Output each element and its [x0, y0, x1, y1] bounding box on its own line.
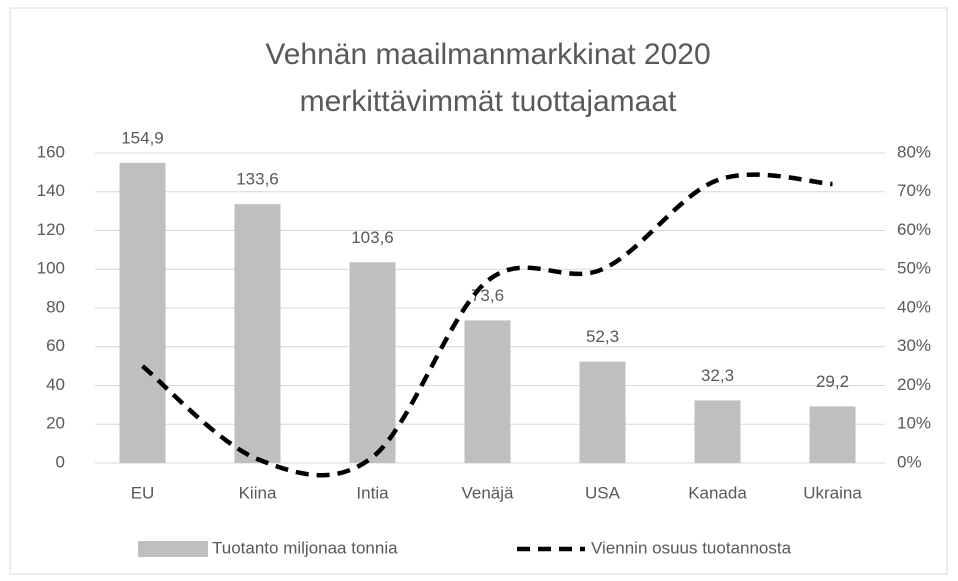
- line: [141, 172, 833, 478]
- y-tick-label: 0: [56, 452, 65, 471]
- x-tick-label: Kiina: [239, 483, 277, 502]
- y2-tick-label: 20%: [897, 375, 931, 394]
- y-tick-label: 140: [37, 181, 65, 200]
- chart-title: Vehnän maailmanmarkkinat 2020: [265, 38, 710, 71]
- x-tick-label: Venäjä: [462, 483, 515, 502]
- y2-tick-label: 0%: [897, 452, 922, 471]
- data-label: 29,2: [816, 372, 849, 391]
- bar: [464, 320, 511, 463]
- y-tick-label: 100: [37, 259, 65, 278]
- y2-tick-label: 80%: [897, 142, 931, 161]
- y2-tick-label: 50%: [897, 259, 931, 278]
- bar: [694, 400, 741, 463]
- legend-label: Tuotanto miljonaa tonnia: [212, 538, 398, 557]
- chart-title: merkittävimmät tuottajamaat: [300, 85, 677, 118]
- data-label: 52,3: [586, 327, 619, 346]
- y2-tick-label: 10%: [897, 414, 931, 433]
- y-tick-label: 120: [37, 220, 65, 239]
- bar: [349, 262, 396, 463]
- data-label: 103,6: [351, 228, 394, 247]
- y-tick-label: 60: [46, 336, 65, 355]
- data-label: 133,6: [236, 170, 279, 189]
- x-tick-label: Ukraina: [803, 483, 862, 502]
- y-tick-label: 20: [46, 414, 65, 433]
- y-tick-label: 40: [46, 375, 65, 394]
- x-tick-label: Kanada: [688, 483, 747, 502]
- legend-swatch: [138, 541, 208, 557]
- bar: [234, 204, 281, 463]
- data-label: 32,3: [701, 366, 734, 385]
- bar: [579, 361, 626, 463]
- y2-tick-label: 60%: [897, 220, 931, 239]
- bar: [119, 162, 166, 463]
- y2-tick-label: 70%: [897, 181, 931, 200]
- x-tick-label: USA: [585, 483, 621, 502]
- data-label: 154,9: [121, 128, 164, 147]
- y-tick-label: 80: [46, 297, 65, 316]
- legend-label: Viennin osuus tuotannosta: [591, 538, 792, 557]
- y2-tick-label: 30%: [897, 336, 931, 355]
- y-tick-label: 160: [37, 142, 65, 161]
- x-tick-label: Intia: [356, 483, 389, 502]
- bar: [809, 406, 856, 463]
- x-tick-label: EU: [131, 483, 155, 502]
- y2-tick-label: 40%: [897, 297, 931, 316]
